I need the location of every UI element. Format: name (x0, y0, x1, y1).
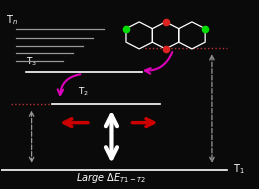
Text: Large $\Delta$E$_{T1-T2}$: Large $\Delta$E$_{T1-T2}$ (76, 171, 147, 185)
Text: T$_1$: T$_1$ (233, 163, 244, 177)
Text: T$_2$: T$_2$ (78, 86, 89, 98)
Text: T$_3$: T$_3$ (26, 56, 38, 68)
Text: T$_n$: T$_n$ (6, 13, 18, 27)
